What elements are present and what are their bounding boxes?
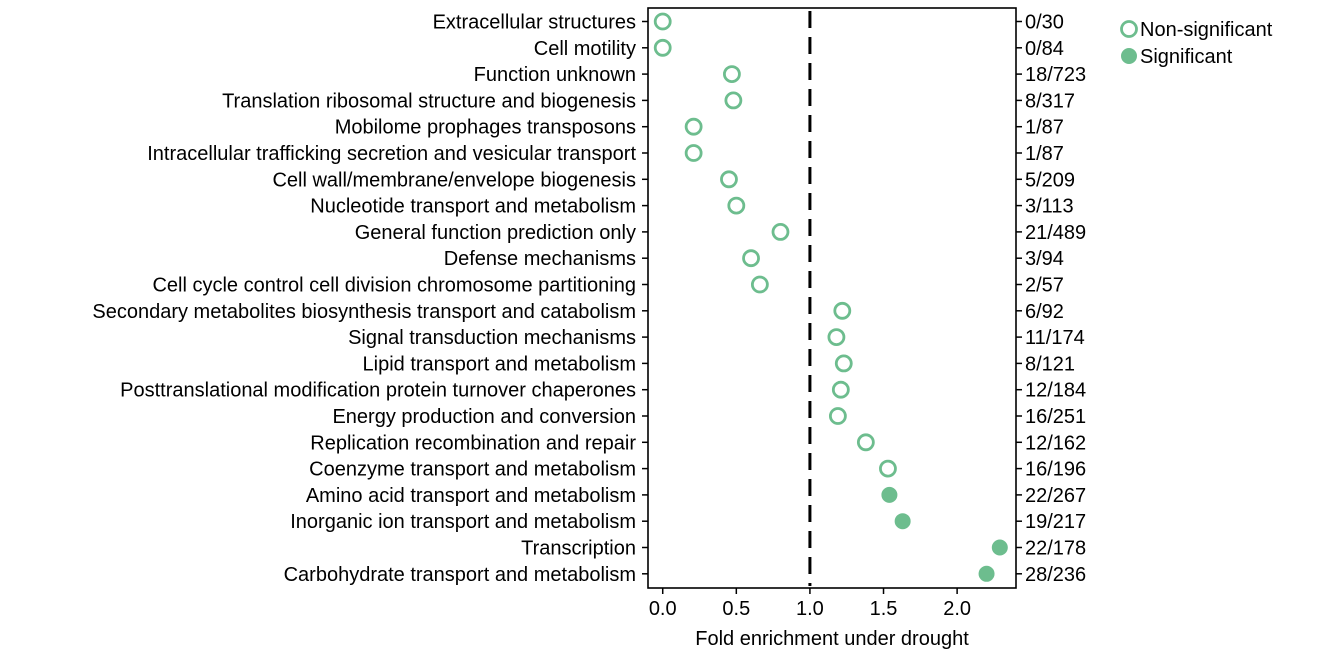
category-label-lipid-transport-and-metabolism: Lipid transport and metabolism	[363, 353, 636, 375]
count-label: 2/57	[1025, 275, 1064, 297]
category-label-posttranslational-modification-protein-turnover-chaperones: Posttranslational modification protein t…	[120, 380, 636, 402]
category-label-function-unknown: Function unknown	[474, 64, 636, 86]
category-label-cell-motility: Cell motility	[534, 38, 636, 60]
count-label: 1/87	[1025, 117, 1064, 139]
category-label-cell-cycle-control-cell-division-chromosome-partitioning: Cell cycle control cell division chromos…	[152, 275, 636, 297]
point-non-significant	[727, 196, 746, 215]
category-label-secondary-metabolites-biosynthesis-transport-and-catabolism: Secondary metabolites biosynthesis trans…	[92, 301, 636, 323]
category-label-mobilome-prophages-transposons: Mobilome prophages transposons	[335, 117, 636, 139]
count-label: 21/489	[1025, 222, 1086, 244]
point-non-significant	[653, 12, 672, 31]
point-significant	[881, 486, 898, 503]
count-label: 12/162	[1025, 432, 1086, 454]
count-label: 12/184	[1025, 380, 1086, 402]
point-non-significant	[720, 170, 738, 189]
point-non-significant	[833, 301, 852, 320]
category-label-signal-transduction-mechanisms: Signal transduction mechanisms	[348, 327, 636, 349]
count-label: 0/30	[1025, 12, 1064, 34]
legend-label-significant: Significant	[1140, 46, 1233, 68]
category-label-general-function-prediction-only: General function prediction only	[355, 222, 636, 244]
plot-frame	[647, 7, 1017, 589]
count-label: 6/92	[1025, 301, 1064, 323]
legend-marker-non-significant	[1120, 20, 1138, 38]
point-non-significant	[771, 222, 790, 241]
count-label: 3/113	[1025, 196, 1074, 218]
category-label-inorganic-ion-transport-and-metabolism: Inorganic ion transport and metabolism	[290, 511, 636, 533]
category-label-nucleotide-transport-and-metabolism: Nucleotide transport and metabolism	[310, 196, 636, 218]
point-non-significant	[684, 117, 703, 136]
point-significant	[978, 565, 995, 582]
point-non-significant	[653, 38, 672, 57]
x-tick-label: 2.0	[943, 598, 971, 620]
legend-marker-significant	[1121, 48, 1137, 64]
category-label-replication-recombination-and-repair: Replication recombination and repair	[310, 432, 636, 454]
count-label: 5/209	[1025, 169, 1075, 191]
plot-area	[647, 7, 1017, 589]
x-tick-label: 0.5	[722, 598, 750, 620]
point-non-significant	[831, 380, 850, 399]
point-non-significant	[827, 328, 846, 347]
category-label-carbohydrate-transport-and-metabolism: Carbohydrate transport and metabolism	[284, 564, 636, 586]
count-label: 16/251	[1025, 406, 1086, 428]
count-label: 8/317	[1025, 90, 1075, 112]
count-label: 0/84	[1025, 38, 1064, 60]
point-non-significant	[724, 91, 743, 110]
count-label: 19/217	[1025, 511, 1086, 533]
count-label: 11/174	[1025, 327, 1085, 349]
point-non-significant	[750, 275, 769, 294]
count-label: 8/121	[1025, 353, 1075, 375]
legend: Non-significant Significant	[1120, 19, 1273, 68]
point-non-significant	[834, 354, 853, 373]
category-label-intracellular-trafficking-secretion-and-vesicular-transport: Intracellular trafficking secretion and …	[147, 143, 636, 165]
y-axis: Extracellular structures Cell motility Fun…	[92, 12, 648, 586]
count-label: 16/196	[1025, 459, 1086, 481]
category-label-amino-acid-transport-and-metabolism: Amino acid transport and metabolism	[306, 485, 636, 507]
point-non-significant	[742, 249, 760, 268]
x-tick-label: 0.0	[649, 598, 677, 620]
category-label-defense-mechanisms: Defense mechanisms	[444, 248, 636, 270]
category-label-energy-production-and-conversion: Energy production and conversion	[332, 406, 636, 428]
count-label: 28/236	[1025, 564, 1086, 586]
x-axis-title: Fold enrichment under drought	[695, 628, 969, 650]
point-non-significant	[879, 459, 897, 478]
count-label: 22/178	[1025, 538, 1086, 560]
category-label-translation-ribosomal-structure-and-biogenesis: Translation ribosomal structure and biog…	[222, 90, 636, 112]
x-tick-label: 1.0	[796, 598, 824, 620]
legend-label-non-significant: Non-significant	[1140, 19, 1273, 41]
x-tick-label: 1.5	[870, 598, 898, 620]
category-label-extracellular-structures: Extracellular structures	[433, 12, 636, 34]
count-label: 3/94	[1025, 248, 1064, 270]
point-significant	[991, 539, 1008, 556]
category-label-transcription: Transcription	[521, 538, 636, 560]
point-significant	[894, 513, 911, 530]
count-axis: 0/30 0/84 18/723 8/317 1/87 1/87 5/209 3/113 21/…	[1016, 12, 1086, 586]
point-non-significant	[856, 433, 875, 452]
category-label-coenzyme-transport-and-metabolism: Coenzyme transport and metabolism	[309, 459, 636, 481]
point-non-significant	[684, 144, 703, 162]
count-label: 18/723	[1025, 64, 1086, 86]
data-points	[653, 12, 1008, 582]
category-label-cell-wall-membrane-envelope-biogenesis: Cell wall/membrane/envelope biogenesis	[272, 169, 636, 191]
count-label: 1/87	[1025, 143, 1064, 165]
point-non-significant	[828, 407, 847, 425]
x-axis: 0.0 0.5 1.0 1.5 2.0	[649, 588, 971, 620]
count-label: 22/267	[1025, 485, 1086, 507]
point-non-significant	[723, 65, 741, 83]
